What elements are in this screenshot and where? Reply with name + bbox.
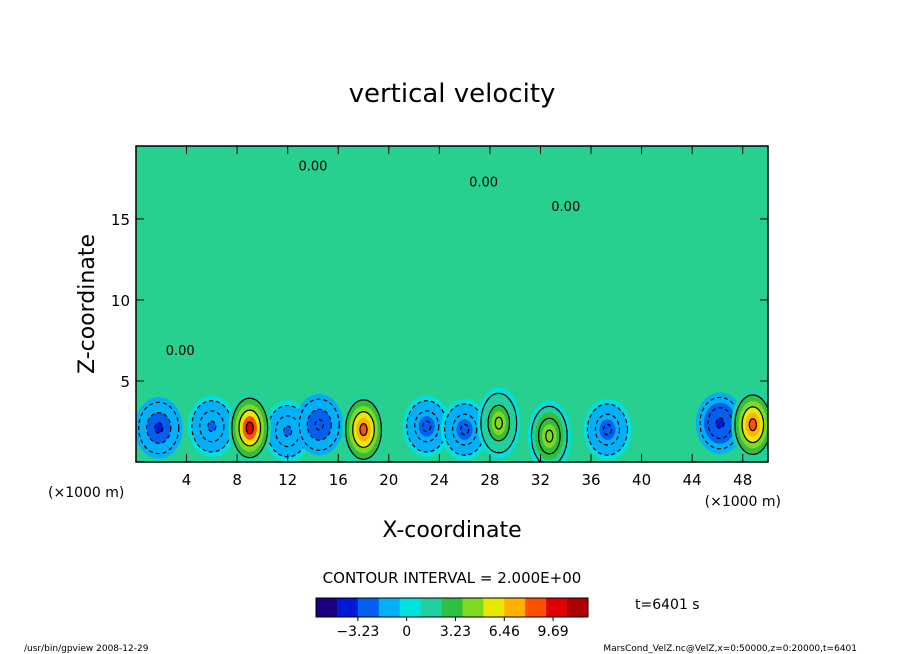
time-label: t=6401 s (635, 597, 700, 613)
colorbar (315, 597, 589, 618)
downdraft-cell (440, 398, 489, 461)
downdraft-cell (295, 393, 344, 456)
x-tick-label: 48 (733, 471, 752, 489)
colorbar-swatch (336, 598, 359, 617)
downdraft-band (314, 418, 324, 431)
downdraft-band (422, 420, 432, 433)
colorbar-tick-label: 9.69 (538, 624, 569, 640)
plot-area: 0.000.000.000.00 4 8 12 16 20 24 28 32 36 40 44 48 … (111, 145, 769, 489)
x-tick-label: 8 (232, 471, 242, 489)
x-tick-label: 44 (683, 471, 702, 489)
updraft-cell (527, 400, 571, 462)
y-axis-label: Z-coordinate (75, 234, 100, 374)
x-tick-label: 36 (581, 471, 600, 489)
updraft-band (494, 416, 503, 430)
colorbar-swatch (441, 598, 463, 617)
colorbar-swatch (567, 598, 589, 617)
downdraft-band (154, 422, 164, 434)
velocity-field (136, 387, 768, 462)
downdraft-band (207, 420, 217, 433)
colorbar-swatch (316, 598, 338, 617)
x-ticks: 4 8 12 16 20 24 28 32 36 40 44 48 (182, 146, 752, 489)
downdraft-cell (136, 397, 183, 459)
downdraft-band (283, 425, 293, 437)
updraft-band (545, 429, 554, 443)
x-axis-label: X-coordinate (382, 518, 521, 543)
colorbar-swatch (504, 598, 526, 617)
colorbar-tick-label: 6.46 (489, 624, 520, 640)
contour-labels: 0.00 0.00 0.00 0.00 (166, 159, 580, 359)
contour-label: 0.00 (298, 159, 327, 174)
footer-right: MarsCond_VelZ.nc@VelZ,x=0:50000,z=0:2000… (603, 644, 857, 654)
y-ticks: 5 10 15 (111, 211, 768, 391)
contour-label: 0.00 (551, 200, 580, 215)
x-unit-right: (×1000 m) (705, 494, 781, 510)
colorbar-tick-label: −3.23 (336, 624, 379, 640)
colorbar-swatch (546, 598, 568, 617)
downdraft-band (602, 423, 613, 436)
colorbar-swatch (357, 598, 380, 617)
colorbar-swatch (420, 598, 443, 617)
downdraft-cell (695, 392, 744, 454)
downdraft-cell (187, 395, 236, 458)
updraft-band (359, 423, 368, 437)
x-tick-label: 12 (278, 471, 297, 489)
downdraft-band (715, 417, 725, 429)
footer-left: /usr/bin/gpview 2008-12-29 (24, 644, 149, 654)
colorbar-swatch (525, 598, 547, 617)
colorbar-swatch (399, 598, 422, 617)
contour-label: 0.00 (166, 344, 195, 359)
x-tick-label: 40 (632, 471, 651, 489)
updraft-cell (342, 393, 386, 462)
x-tick-label: 28 (480, 471, 499, 489)
contour-label: 0.00 (469, 176, 498, 191)
contour-interval-label: CONTOUR INTERVAL = 2.000E+00 (323, 569, 582, 587)
downdraft-cell (583, 398, 632, 461)
x-tick-label: 16 (329, 471, 348, 489)
x-tick-label: 32 (531, 471, 550, 489)
x-tick-label: 4 (182, 471, 192, 489)
colorbar-ticks: −3.23 0 3.23 6.46 9.69 (336, 617, 569, 640)
colorbar-swatch (462, 598, 484, 617)
x-tick-label: 20 (379, 471, 398, 489)
y-tick-label: 10 (111, 292, 130, 310)
colorbar-tick-label: 0 (402, 624, 411, 640)
y-tick-label: 15 (111, 211, 130, 229)
chart-title: vertical velocity (349, 79, 556, 109)
x-unit-left: (×1000 m) (48, 485, 124, 501)
updraft-band (245, 421, 254, 435)
updraft-cell (731, 389, 768, 461)
y-tick-label: 5 (120, 373, 130, 391)
colorbar-tick-label: 3.23 (440, 624, 471, 640)
updraft-cell (228, 392, 272, 462)
colorbar-frame (315, 597, 589, 618)
downdraft-band (460, 423, 470, 436)
colorbar-swatch (378, 598, 401, 617)
downdraft-cell (402, 395, 451, 458)
updraft-band (748, 418, 758, 432)
plot-frame (135, 145, 769, 463)
updraft-cell (477, 387, 521, 459)
x-tick-label: 24 (430, 471, 449, 489)
colorbar-swatch (483, 598, 505, 617)
